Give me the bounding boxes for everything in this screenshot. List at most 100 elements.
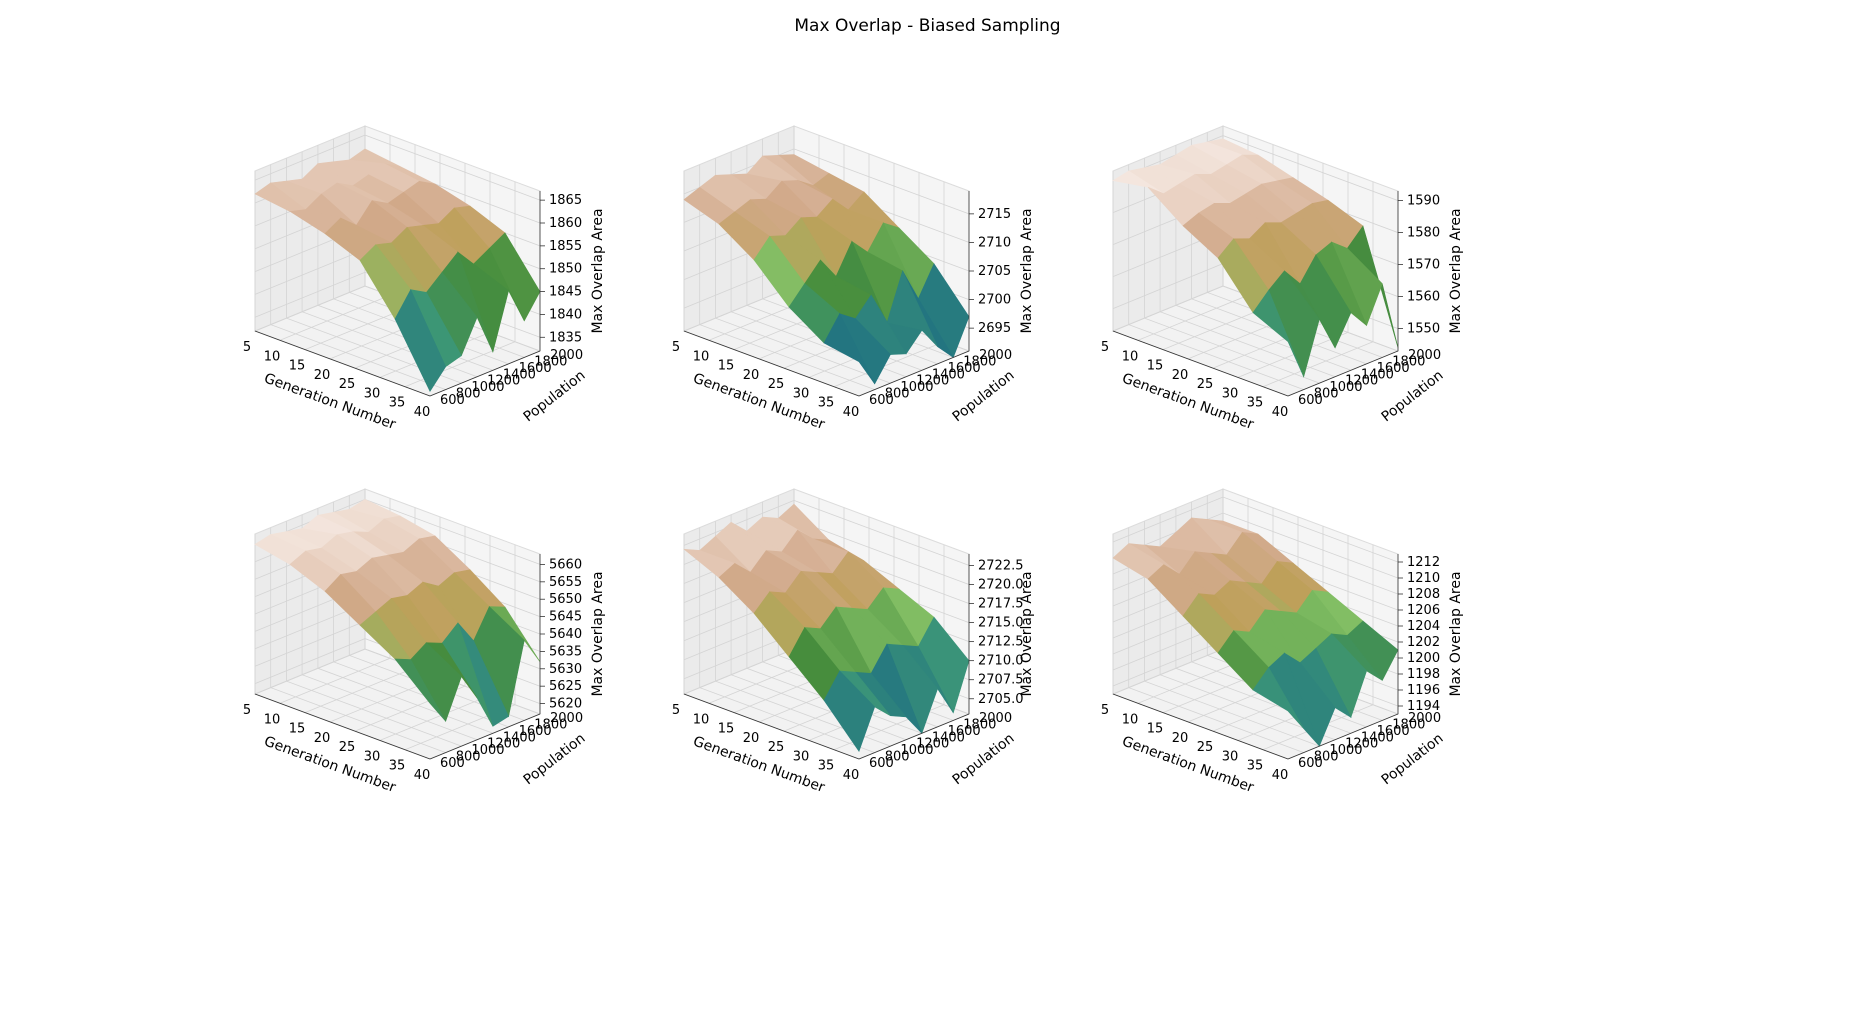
z-tick-label: 1855 <box>549 239 582 254</box>
x-tick-label: 5 <box>672 340 680 355</box>
x-tick-label: 35 <box>1247 396 1264 411</box>
x-tick-label: 30 <box>1222 386 1239 401</box>
subplot-3: 5 10 15 20 25 30 35 40 Generation Number 600 800 10… <box>1083 115 1603 515</box>
z-tick-label: 2707.5 <box>978 673 1024 688</box>
z-tick-label: 1212 <box>1407 555 1440 570</box>
y-tick-label: 1200 <box>916 374 949 389</box>
x-tick-label: 40 <box>843 768 860 783</box>
z-tick-label: 5655 <box>549 575 582 590</box>
z-tick-label: 1590 <box>1407 194 1440 209</box>
x-tick-label: 35 <box>818 759 835 774</box>
x-tick-label: 25 <box>1197 377 1214 392</box>
x-tick-label: 15 <box>1147 359 1164 374</box>
surface <box>1112 517 1399 747</box>
z-tick-label: 5625 <box>549 679 582 694</box>
x-axis-line <box>1112 330 1289 397</box>
x-tick-label: 25 <box>339 377 356 392</box>
subplot-1: 5 10 15 20 25 30 35 40 Generation Number 600 800 10… <box>225 115 745 515</box>
x-tick-label: 40 <box>1272 405 1289 420</box>
y-tick-label: 2000 <box>979 711 1012 726</box>
subplot-6: 5 10 15 20 25 30 35 40 Generation Number 600 800 10… <box>1083 478 1603 878</box>
z-tick-label: 1835 <box>549 330 582 345</box>
z-tick-label: 1550 <box>1407 322 1440 337</box>
x-tick-label: 10 <box>1122 349 1139 364</box>
surface-facet <box>1252 667 1304 729</box>
y-tick-label: 1600 <box>1377 724 1410 739</box>
x-tick-label: 40 <box>843 405 860 420</box>
surface-facet <box>1252 289 1304 377</box>
z-axis-label: Max Overlap Area <box>1019 571 1035 696</box>
x-tick-label: 15 <box>289 359 306 374</box>
y-tick-label: 600 <box>1298 756 1323 771</box>
y-tick-label: 1600 <box>519 361 552 376</box>
x-tick-label: 15 <box>718 722 735 737</box>
x-tick-label: 30 <box>364 749 381 764</box>
y-tick-label: 1400 <box>503 367 536 382</box>
x-tick-label: 20 <box>314 731 331 746</box>
x-tick-label: 25 <box>339 740 356 755</box>
y-tick-label: 1800 <box>534 354 567 369</box>
y-tick-label: 2000 <box>1408 711 1441 726</box>
x-tick-label: 25 <box>768 377 785 392</box>
z-tick-label: 1860 <box>549 216 582 231</box>
z-tick-label: 2715 <box>978 207 1011 222</box>
x-tick-label: 5 <box>243 340 251 355</box>
z-tick-label: 2712.5 <box>978 635 1024 650</box>
subplot-5: 5 10 15 20 25 30 35 40 Generation Number 600 800 10… <box>654 478 1174 878</box>
x-axis-line <box>683 330 860 397</box>
z-tick-label: 2717.5 <box>978 597 1024 612</box>
z-tick-label: 2722.5 <box>978 558 1024 573</box>
y-tick-label: 1800 <box>1392 354 1425 369</box>
surface-facet <box>823 670 876 753</box>
y-tick-label: 1800 <box>534 717 567 732</box>
z-tick-label: 2705 <box>978 264 1011 279</box>
y-tick-label: 1200 <box>487 374 520 389</box>
surface <box>683 503 970 753</box>
z-tick-label: 5630 <box>549 662 582 677</box>
y-tick-label: 1400 <box>932 730 965 745</box>
x-axis-line <box>254 330 431 397</box>
y-tick-label: 1000 <box>471 743 504 758</box>
surface <box>254 499 541 727</box>
x-tick-label: 20 <box>314 368 331 383</box>
y-tick-label: 1000 <box>900 380 933 395</box>
x-tick-label: 30 <box>364 386 381 401</box>
x-tick-label: 15 <box>718 359 735 374</box>
y-tick-label: 600 <box>869 756 894 771</box>
y-axis-line <box>858 713 970 760</box>
y-tick-label: 1200 <box>916 737 949 752</box>
z-axis-label: Max Overlap Area <box>1448 571 1464 696</box>
subplot-2: 5 10 15 20 25 30 35 40 Generation Number 600 800 10… <box>654 115 1174 515</box>
y-tick-label: 2000 <box>1408 348 1441 363</box>
z-tick-label: 2710 <box>978 235 1011 250</box>
x-tick-label: 30 <box>793 749 810 764</box>
z-axis-label: Max Overlap Area <box>590 571 606 696</box>
y-tick-label: 1200 <box>487 737 520 752</box>
y-axis-line <box>429 713 541 760</box>
x-tick-label: 30 <box>1222 749 1239 764</box>
y-tick-label: 1600 <box>519 724 552 739</box>
y-tick-label: 2000 <box>979 348 1012 363</box>
x-axis-line <box>1112 693 1289 760</box>
z-tick-label: 1196 <box>1407 683 1440 698</box>
y-tick-label: 1400 <box>503 730 536 745</box>
z-tick-label: 2720.0 <box>978 577 1024 592</box>
y-tick-label: 1200 <box>1345 374 1378 389</box>
z-tick-label: 2710.0 <box>978 654 1024 669</box>
surface <box>1112 138 1399 378</box>
y-tick-label: 800 <box>885 750 910 765</box>
z-tick-label: 1204 <box>1407 619 1440 634</box>
z-tick-label: 1208 <box>1407 587 1440 602</box>
figure-title: Max Overlap - Biased Sampling <box>794 16 1061 36</box>
z-tick-label: 5635 <box>549 644 582 659</box>
y-axis-line <box>1287 713 1399 760</box>
y-tick-label: 1600 <box>948 724 981 739</box>
z-axis-label: Max Overlap Area <box>1448 208 1464 333</box>
y-tick-label: 1000 <box>1329 743 1362 758</box>
x-tick-label: 30 <box>793 386 810 401</box>
y-axis-line <box>858 350 970 397</box>
